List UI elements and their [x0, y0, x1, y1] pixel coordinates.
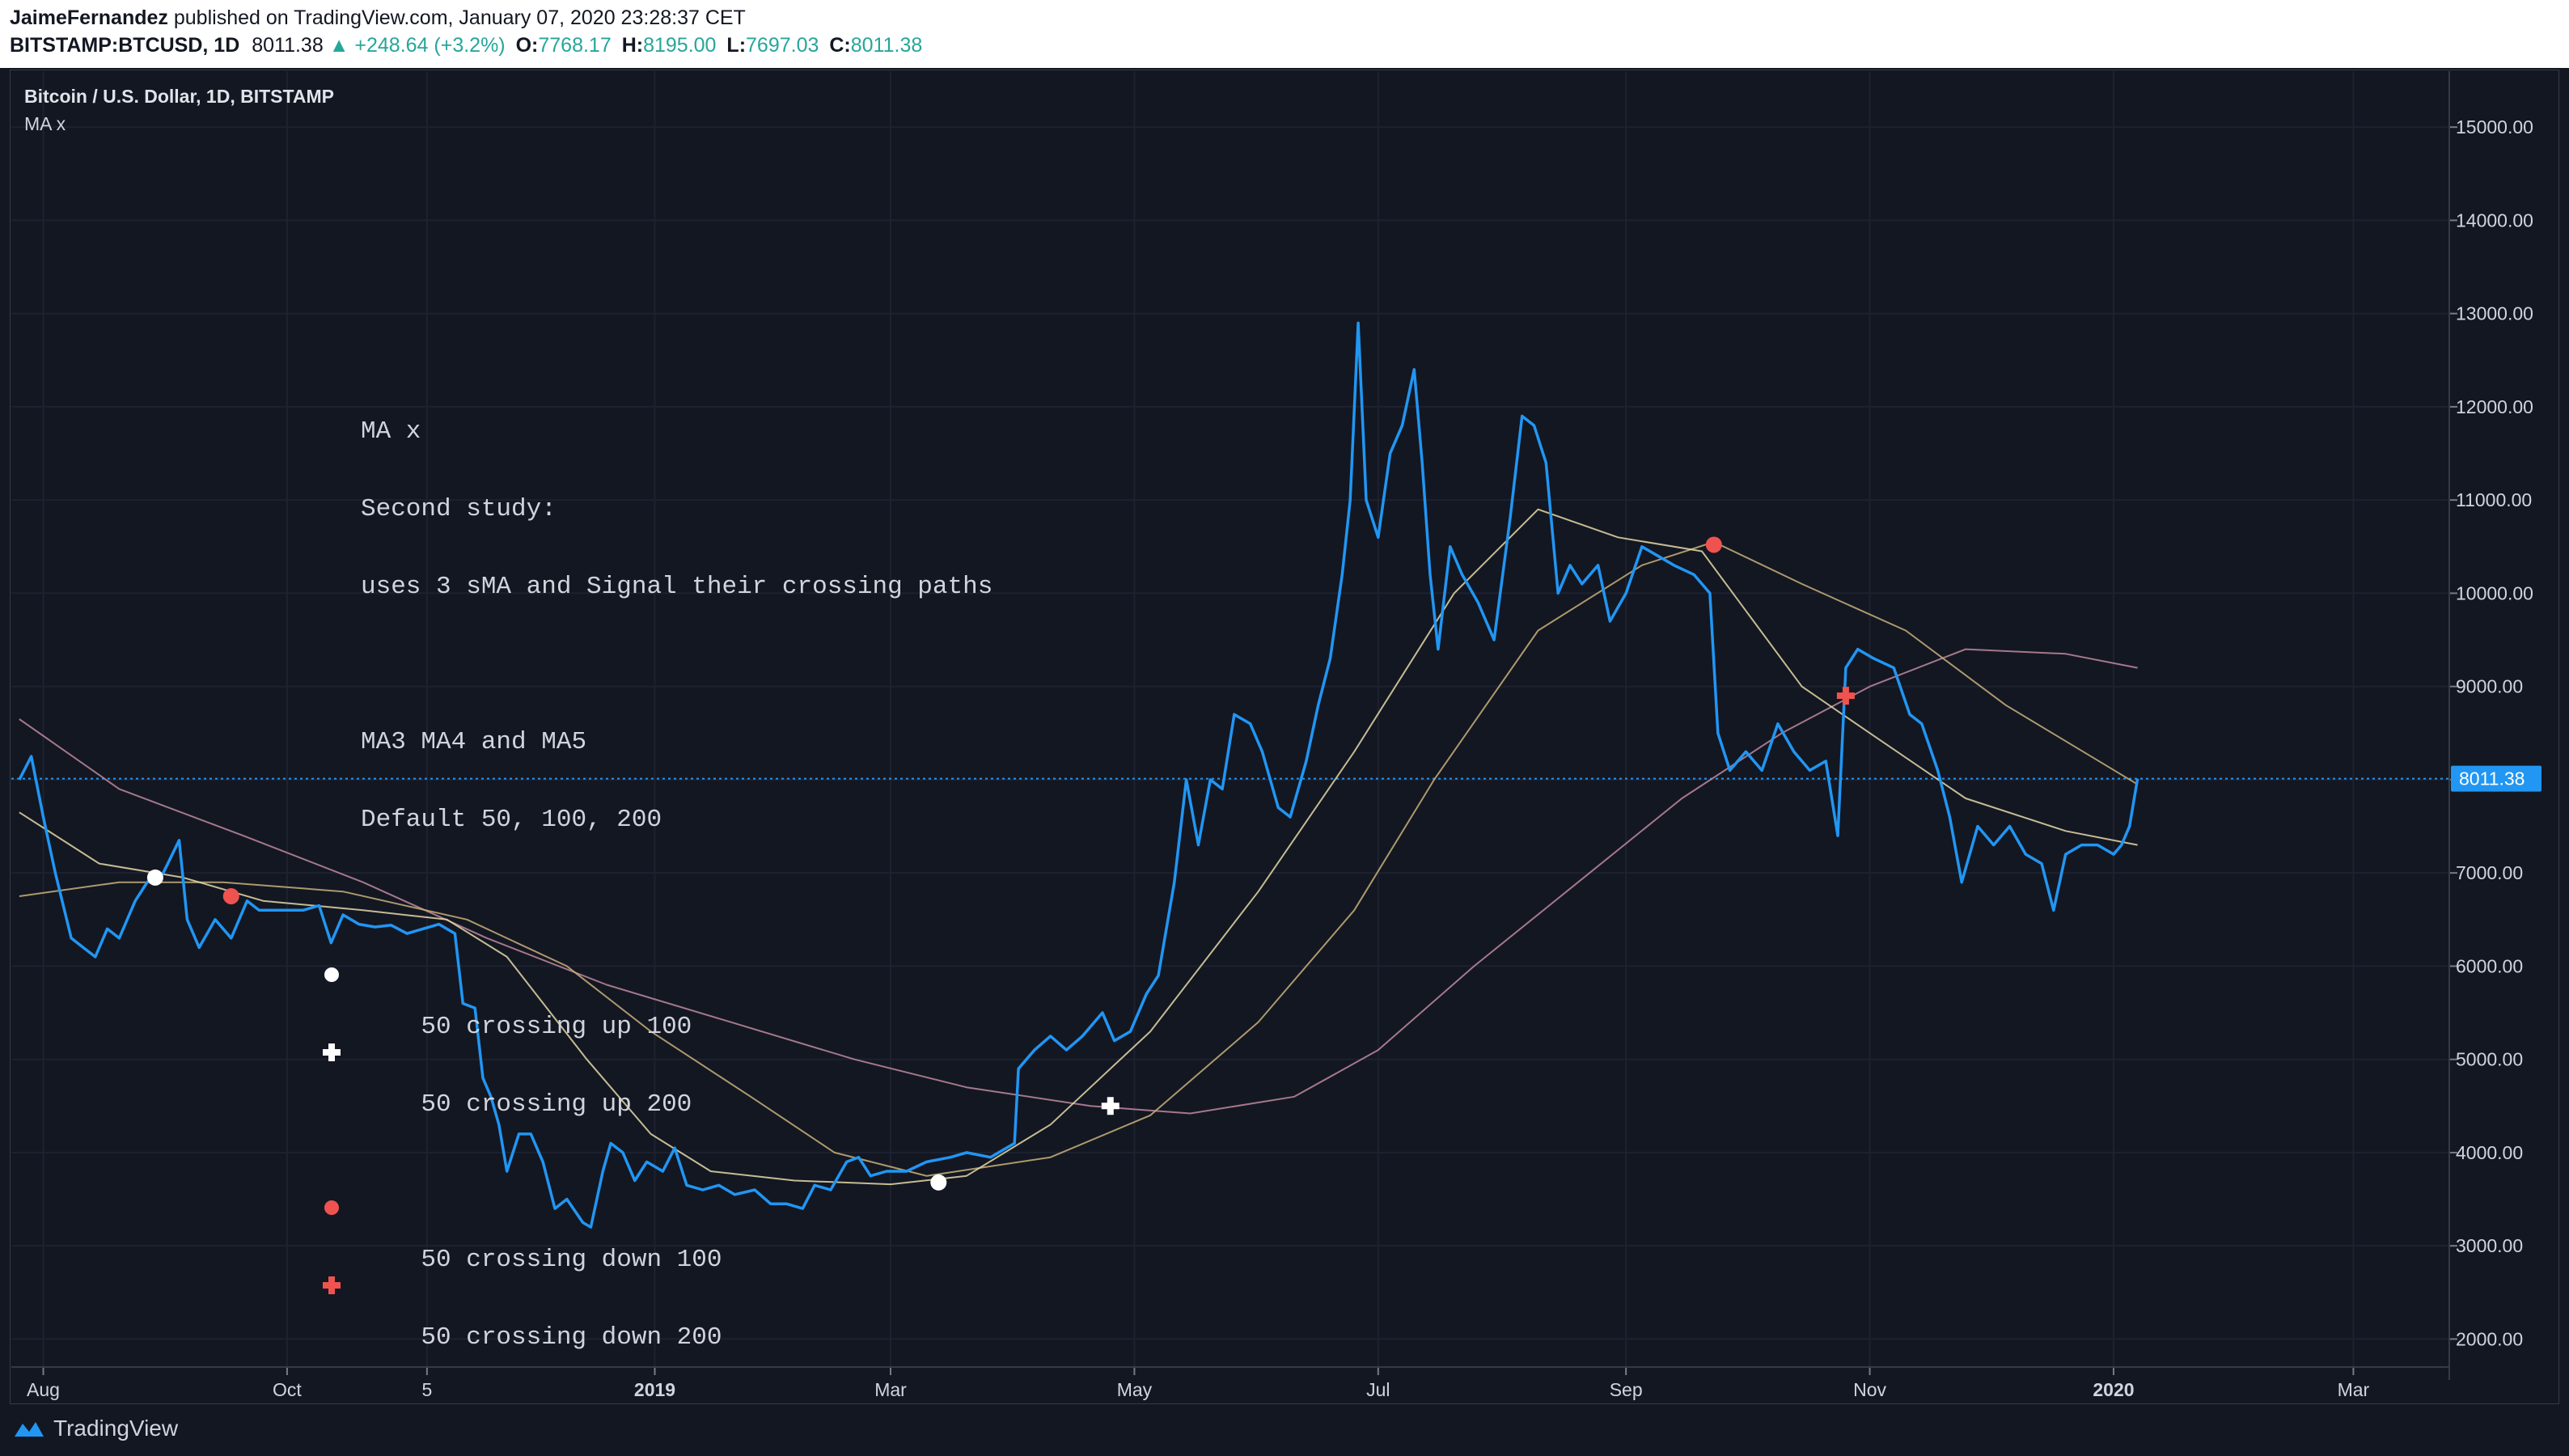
last-price-tag: [2451, 765, 2541, 792]
last-price-tag-label: 8011.38: [2459, 768, 2525, 789]
y-tick-label: 2000.00: [2456, 1328, 2523, 1349]
cross-up-100-marker: [930, 1174, 947, 1191]
ma100-line: [19, 541, 2139, 1177]
chart-pane[interactable]: [10, 70, 2559, 1404]
low-value: 7697.03: [746, 34, 819, 57]
y-tick-label: 4000.00: [2456, 1142, 2523, 1163]
note-line: 50 crossing up 200: [421, 1090, 692, 1119]
publish-info: JaimeFernandez published on TradingView.…: [10, 6, 746, 30]
y-tick-label: 9000.00: [2456, 676, 2523, 697]
x-tick-label: Aug: [27, 1379, 60, 1400]
high-label: H:: [621, 34, 644, 57]
white-cross-icon: [319, 1040, 345, 1069]
note-cross-up-200: 50 crossing up 200: [323, 1040, 992, 1118]
x-tick-label: Jul: [1366, 1379, 1390, 1400]
x-tick-label: Mar: [2338, 1379, 2370, 1400]
footer-bar: TradingView: [0, 1404, 2569, 1456]
up-arrow-icon: ▲: [328, 34, 349, 57]
x-tick-label: Oct: [273, 1379, 302, 1400]
note-line: 50 crossing up 100: [421, 1013, 692, 1041]
cross-down-100-marker: [1705, 536, 1722, 553]
y-tick-label: 15000.00: [2456, 116, 2533, 138]
y-tick-label: 5000.00: [2456, 1049, 2523, 1070]
close-label: C:: [829, 34, 851, 57]
note-line: 50 crossing down 100: [421, 1246, 722, 1274]
publish-text: published on TradingView.com, January 07…: [173, 6, 746, 29]
y-tick-label: 13000.00: [2456, 303, 2533, 324]
note-line: MA3 MA4 and MA5: [361, 728, 587, 756]
white-dot-icon: [319, 963, 345, 991]
y-tick-label: 12000.00: [2456, 396, 2533, 417]
last-price-text: 8011.38: [252, 34, 324, 57]
y-tick-label: 14000.00: [2456, 210, 2533, 231]
y-tick-label: 7000.00: [2456, 862, 2523, 883]
chart-legend-title[interactable]: Bitcoin / U.S. Dollar, 1D, BITSTAMP: [24, 86, 334, 107]
note-line: uses 3 sMA and Signal their crossing pat…: [361, 573, 993, 601]
red-cross-icon: [319, 1273, 345, 1302]
x-tick-label: May: [1117, 1379, 1153, 1400]
study-legend[interactable]: MA x: [24, 113, 66, 134]
x-tick-label: Sep: [1610, 1379, 1643, 1400]
note-line: MA x: [361, 417, 421, 446]
cross-up-100-marker: [146, 869, 163, 886]
ohlc-line: BITSTAMP:BTCUSD, 1D 8011.38 ▲ +248.64 (+…: [10, 34, 922, 57]
author-name[interactable]: JaimeFernandez: [10, 6, 168, 29]
y-tick-label: 11000.00: [2456, 489, 2532, 510]
x-tick-label: 5: [421, 1379, 432, 1400]
x-tick-label: 2019: [634, 1379, 675, 1400]
open-label: O:: [515, 34, 539, 57]
ma200-line: [19, 648, 2138, 1115]
x-tick-label: 2020: [2093, 1379, 2134, 1400]
note-cross-down-200: 50 crossing down 200: [323, 1273, 992, 1351]
annotation-note: MA x Second study: uses 3 sMA and Signal…: [323, 367, 993, 1351]
x-tick-label: Nov: [1853, 1379, 1886, 1400]
high-value: 8195.00: [643, 34, 717, 57]
change-text: +248.64 (+3.2%): [354, 34, 506, 57]
red-dot-icon: [319, 1196, 345, 1224]
note-line: 50 crossing down 200: [421, 1323, 722, 1352]
y-tick-label: 10000.00: [2456, 582, 2533, 603]
x-tick-label: Mar: [874, 1379, 907, 1400]
close-value: 8011.38: [850, 34, 923, 57]
header-bar: JaimeFernandez published on TradingView.…: [0, 0, 2569, 68]
note-line: Default 50, 100, 200: [361, 806, 662, 834]
ma50-line: [19, 508, 2138, 1186]
note-cross-down-100: 50 crossing down 100: [324, 1196, 992, 1273]
note-cross-up-100: 50 crossing up 100: [324, 963, 992, 1040]
tradingview-logo-icon[interactable]: [11, 1416, 47, 1441]
y-tick-label: 3000.00: [2456, 1235, 2523, 1256]
tradingview-brand[interactable]: TradingView: [53, 1416, 179, 1441]
symbol-label: BITSTAMP:BTCUSD, 1D: [10, 34, 240, 57]
note-line: Second study:: [361, 495, 557, 523]
y-tick-label: 6000.00: [2456, 955, 2523, 976]
price-line: [18, 321, 2139, 1229]
open-value: 7768.17: [538, 34, 612, 57]
cross-up-200-marker: [1101, 1097, 1119, 1115]
cross-down-100-marker: [222, 887, 239, 904]
low-label: L:: [726, 34, 747, 57]
cross-down-200-marker: [1836, 687, 1855, 705]
